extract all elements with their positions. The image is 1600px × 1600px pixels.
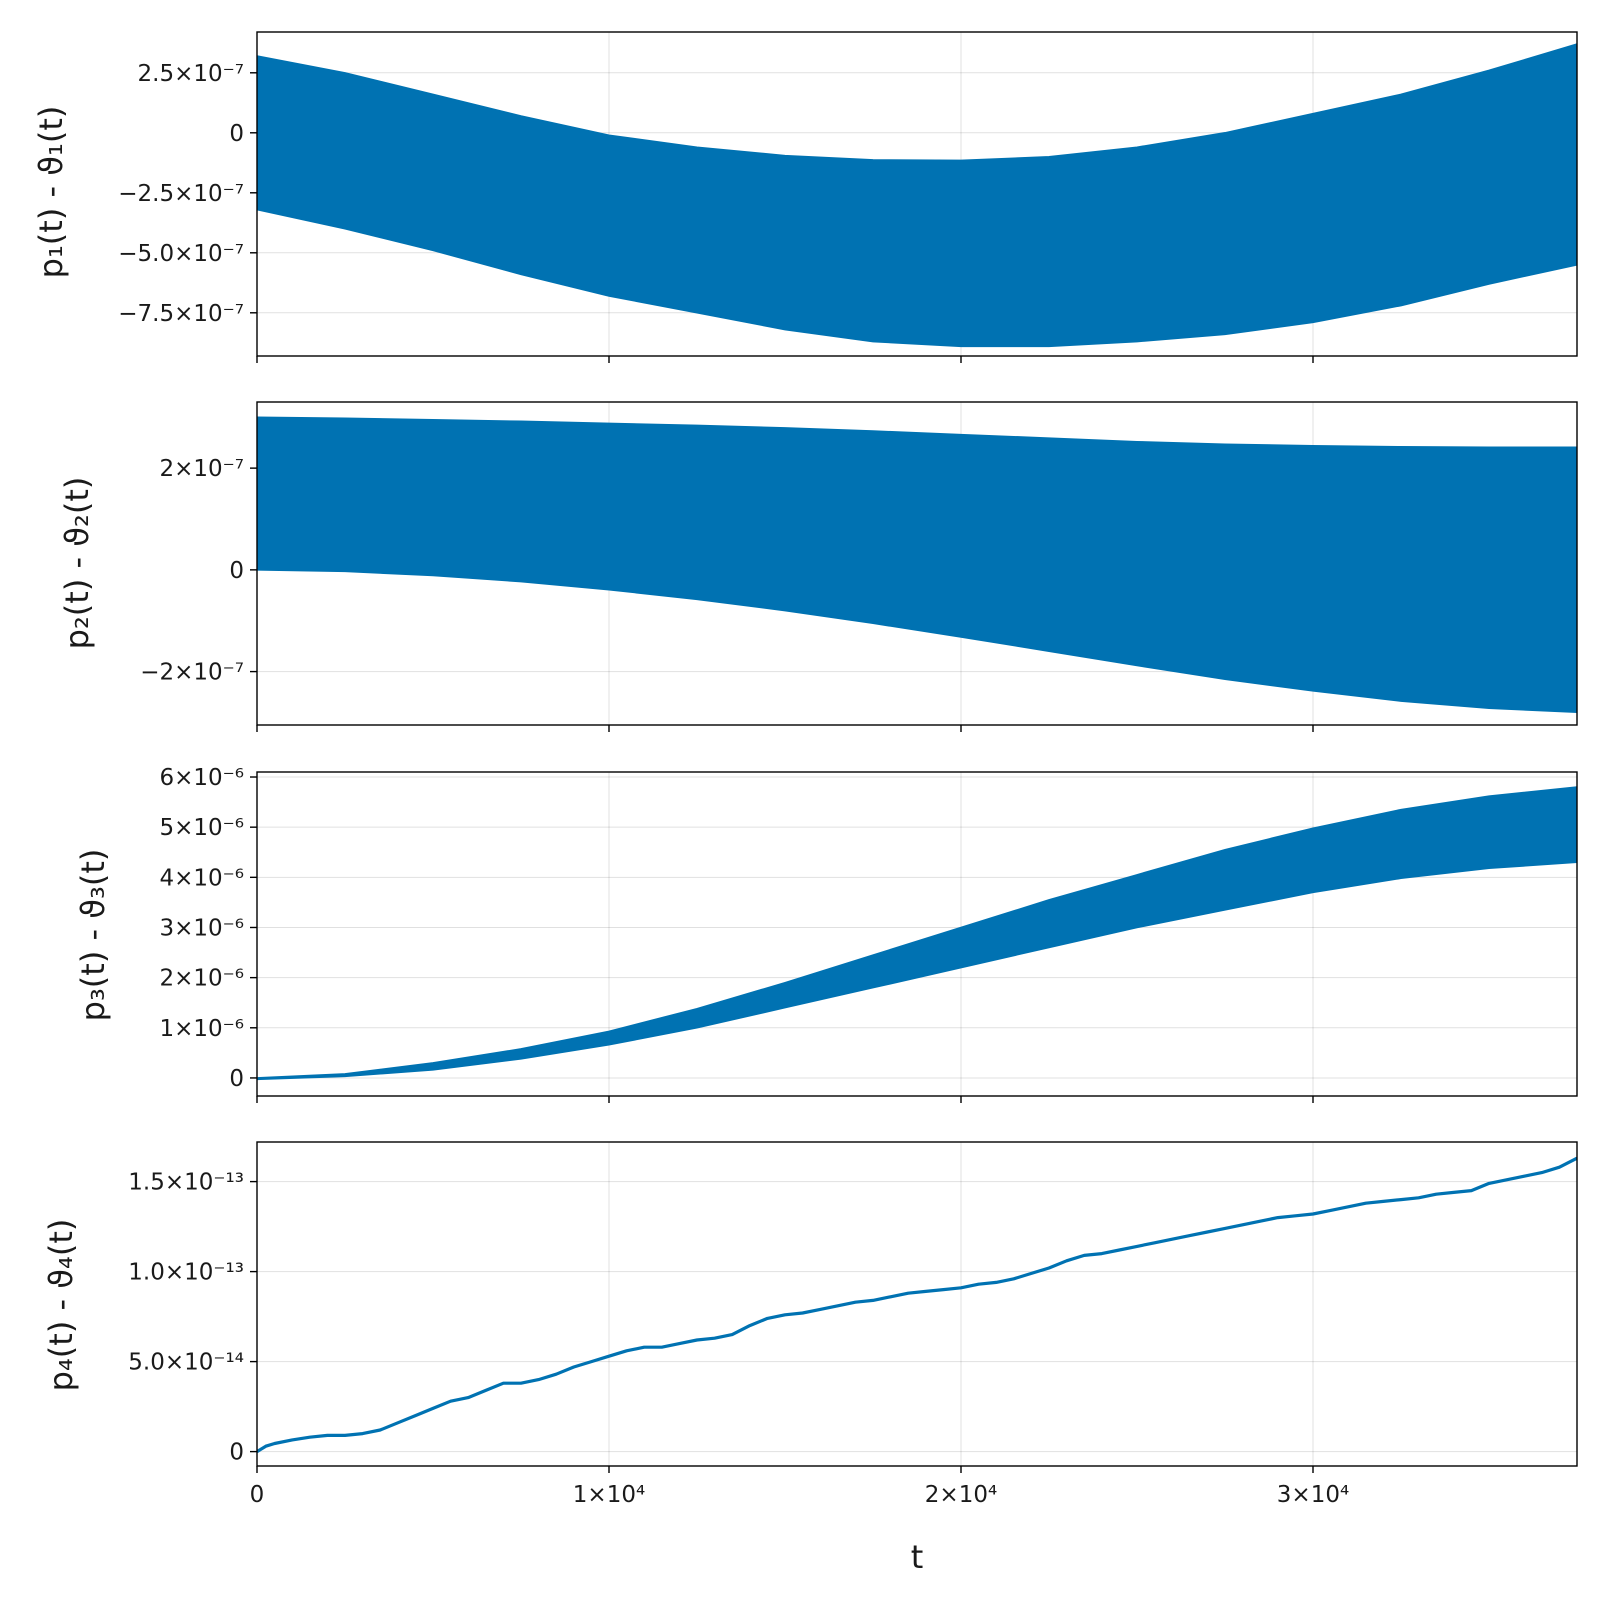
- panel-4-xtick-label-1: 1×10⁴: [573, 1482, 645, 1508]
- panel-3-ytick-label-1: 5×10⁻⁶: [159, 815, 244, 841]
- panel-4-ytick-label-3: 0: [229, 1440, 244, 1466]
- panel-3-oscillation-band: [257, 786, 1577, 1081]
- panel-3-ytick-label-0: 6×10⁻⁶: [159, 765, 244, 791]
- panel-1-ytick-label-3: −5.0×10⁻⁷: [118, 241, 244, 267]
- panel-3-ytick-label-5: 1×10⁻⁶: [159, 1016, 244, 1042]
- panel-3-ylabel: p₃(t) - ϑ₃(t): [74, 849, 112, 1022]
- panel-2-ylabel: p₂(t) - ϑ₂(t): [58, 477, 96, 650]
- panel-4: 1.5×10⁻¹³ 1.0×10⁻¹³ 5.0×10⁻¹⁴ 00 1×10⁴ 2×10⁴ 3…: [42, 1141, 1578, 1576]
- panel-1-plot: 2.5×10⁻⁷ 0 −2.5×10⁻⁷ −5.0×10⁻⁷ −7.5×10⁻⁷: [118, 31, 1578, 363]
- panel-3-frame: [256, 771, 1578, 1097]
- panel-4-ytick-label-1: 1.0×10⁻¹³: [128, 1260, 244, 1286]
- panel-3: 6×10⁻⁶ 5×10⁻⁶ 4×10⁻⁶ 3×10⁻⁶ 2×10⁻⁶ 1×10⁻⁶ 0 p₃…: [74, 765, 1578, 1103]
- panel-2-frame: [256, 401, 1578, 726]
- panel-3-ytick-label-6: 0: [229, 1066, 244, 1092]
- panel-1-oscillation-band: [257, 43, 1577, 348]
- panel-4-xtick-label-2: 2×10⁴: [925, 1482, 997, 1508]
- panel-3-ytick-label-2: 4×10⁻⁶: [159, 865, 244, 891]
- panel-2-ytick-label-0: 2×10⁻⁷: [159, 456, 244, 482]
- panel-4-ytick-label-2: 5.0×10⁻¹⁴: [128, 1350, 244, 1376]
- panel-2-ytick-label-1: 0: [229, 558, 244, 584]
- panel-1-ylabel: p₁(t) - ϑ₁(t): [32, 106, 70, 279]
- panel-2-oscillation-band: [257, 416, 1577, 714]
- panel-3-ytick-label-4: 2×10⁻⁶: [159, 966, 244, 992]
- panel-3-plot: 6×10⁻⁶ 5×10⁻⁶ 4×10⁻⁶ 3×10⁻⁶ 2×10⁻⁶ 1×10⁻⁶ 0: [159, 765, 1578, 1103]
- panel-2: 2×10⁻⁷ 0 −2×10⁻⁷ p₂(t) - ϑ₂(t): [58, 401, 1578, 732]
- panel-4-xlabel: t: [911, 1538, 924, 1576]
- panel-1-ytick-label-0: 2.5×10⁻⁷: [138, 61, 244, 87]
- panel-4-xtick-label-3: 3×10⁴: [1277, 1482, 1349, 1508]
- panel-3-ytick-label-3: 3×10⁻⁶: [159, 915, 244, 941]
- panel-1-ytick-label-1: 0: [229, 121, 244, 147]
- panel-2-ytick-label-2: −2×10⁻⁷: [140, 660, 244, 686]
- panel-4-ylabel: p₄(t) - ϑ₄(t): [42, 1219, 80, 1392]
- panel-4-series-line-0: [257, 1156, 1577, 1453]
- panel-4-plot: 1.5×10⁻¹³ 1.0×10⁻¹³ 5.0×10⁻¹⁴ 00 1×10⁴ 2×10⁴ 3…: [128, 1141, 1578, 1508]
- panel-1: 2.5×10⁻⁷ 0 −2.5×10⁻⁷ −5.0×10⁻⁷ −7.5×10⁻⁷ p₁(…: [32, 31, 1578, 363]
- panel-2-plot: 2×10⁻⁷ 0 −2×10⁻⁷: [140, 401, 1578, 732]
- panel-1-ytick-label-2: −2.5×10⁻⁷: [118, 181, 244, 207]
- panel-4-frame: [256, 1141, 1578, 1467]
- panel-1-ytick-label-4: −7.5×10⁻⁷: [118, 301, 244, 327]
- panel-1-frame: [256, 31, 1578, 357]
- panel-4-ytick-label-0: 1.5×10⁻¹³: [128, 1170, 244, 1196]
- panel-4-xtick-label-0: 0: [250, 1482, 265, 1508]
